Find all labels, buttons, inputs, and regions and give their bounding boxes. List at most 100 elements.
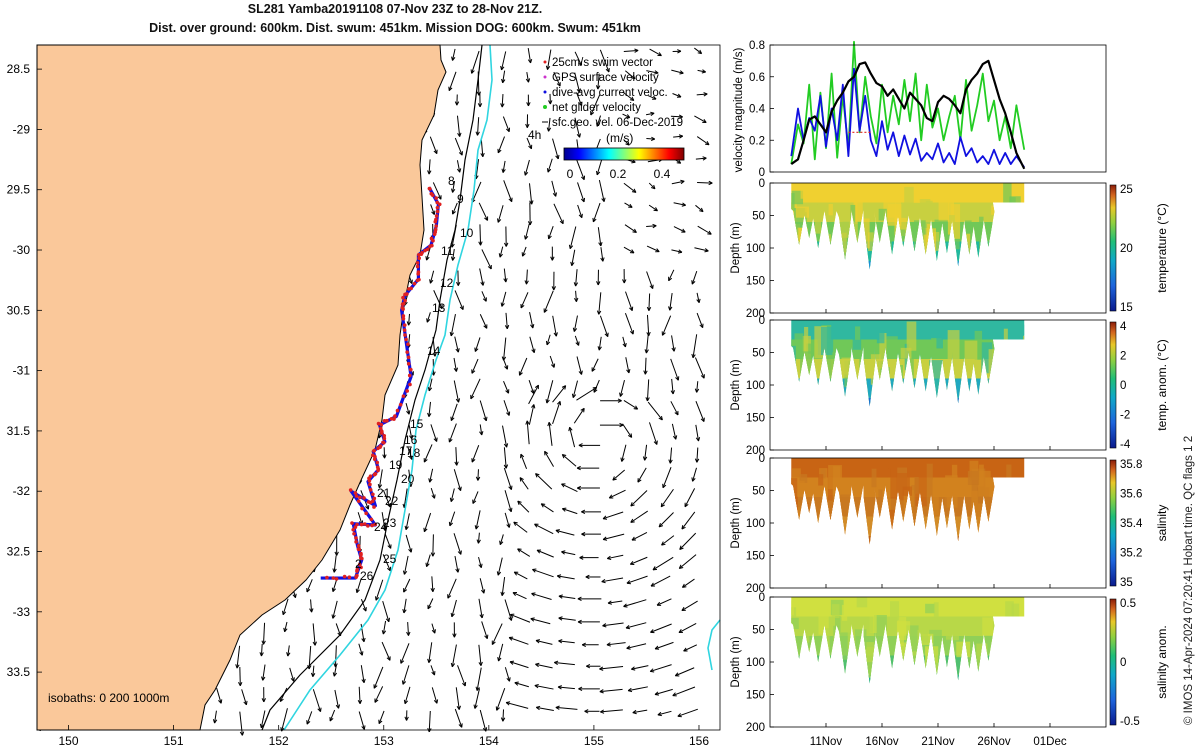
velocity-arrow [504, 667, 511, 682]
swim-vector-point [373, 522, 377, 527]
velocity-arrow [497, 643, 504, 662]
velocity-arrow [535, 705, 554, 712]
velocity-arrow [623, 400, 639, 410]
velocity-arrow [430, 424, 438, 442]
velocity-arrow [599, 688, 623, 694]
velocity-arrow [529, 336, 536, 354]
velocity-arrow [578, 443, 601, 448]
velocity-arrow [453, 357, 459, 372]
velocity-arrow [697, 225, 712, 235]
velocity-arrow [456, 160, 462, 173]
velocity-arrow [519, 477, 529, 490]
velocity-arrow [430, 665, 436, 676]
velocity-arrow [500, 576, 506, 596]
swim-vector-point [401, 316, 406, 321]
day-label: 24 [374, 520, 388, 534]
velocity-arrow [216, 687, 223, 704]
colorbar-tick-label: 0.5 [1120, 598, 1136, 610]
swim-vector-point [351, 527, 356, 532]
velocity-arrow [306, 579, 313, 593]
velocity-arrow [574, 335, 580, 346]
velocity-arrow [408, 423, 414, 440]
velocity-arrow [480, 139, 485, 158]
velocity-arrow [450, 403, 458, 422]
velocity-arrow [599, 315, 609, 338]
velocity-arrow [528, 183, 534, 205]
velocity-arrow [601, 577, 624, 584]
day-label: 20 [401, 472, 415, 486]
velocity-arrow [491, 623, 503, 645]
swim-vector-point [359, 552, 363, 557]
velocity-arrow [430, 487, 436, 499]
velocity-arrow [481, 621, 489, 640]
velocity-arrow [574, 72, 581, 93]
velocity-arrow [312, 623, 317, 646]
colorbar-tick-label: 2 [1120, 351, 1126, 363]
colorbar-tick-label: 4 [1120, 321, 1127, 333]
swim-vector-point [406, 342, 410, 347]
velocity-arrow [497, 136, 505, 154]
velocity-arrow [478, 598, 484, 619]
velocity-arrow [672, 49, 682, 54]
velocity-arrow [501, 70, 506, 84]
velocity-arrow [624, 224, 637, 233]
velocity-arrow [595, 73, 601, 90]
depth-tick-label: 0 [759, 315, 765, 327]
velocity-arrow [382, 490, 391, 508]
swim-vector-point [437, 202, 442, 207]
velocity-arrow [401, 665, 410, 685]
velocity-arrow [622, 113, 631, 119]
legend-item-gps-velocity: GPS surface velocity [543, 72, 659, 84]
velocity-arrow [475, 667, 482, 691]
velocity-arrow [548, 93, 553, 105]
velocity-arrow [646, 136, 656, 142]
velocity-arrow [235, 645, 241, 669]
velocity-arrow [571, 380, 579, 398]
velocity-arrow [530, 617, 551, 625]
velocity-arrow [481, 249, 492, 270]
velocity-arrow [553, 203, 564, 225]
velocity-arrow [547, 421, 553, 446]
velocity-arrow [377, 469, 383, 489]
velocity-arrow [557, 685, 575, 690]
velocity-arrow [650, 623, 672, 634]
velocity-arrow [471, 444, 480, 463]
swim-vector-point [352, 531, 356, 536]
velocity-arrow [627, 686, 648, 693]
velocity-arrow [501, 425, 509, 448]
velocity-arrow [646, 70, 659, 75]
depth-tick-label: 150 [746, 276, 765, 288]
swim-vector-point [382, 436, 387, 441]
swim-vector-point [400, 302, 405, 307]
velocity-arrow [430, 576, 435, 593]
velocity-arrow [405, 534, 413, 553]
depth-tick-label: 150 [746, 413, 765, 425]
velocity-arrow [453, 380, 461, 403]
velocity-arrow [528, 404, 536, 425]
velocity-arrow [694, 47, 703, 55]
velocity-arrow [581, 509, 601, 515]
velocity-arrow [657, 710, 672, 717]
velocity-arrow [479, 578, 486, 594]
velocity-arrow [358, 711, 366, 730]
velocity-arrow [509, 613, 531, 623]
velocity-arrow [531, 592, 552, 600]
depth-ylabel: Depth (m) [730, 222, 742, 273]
velocity-arrow [382, 600, 391, 623]
map-tick-labels: 150 151 152 153 154 155 15628.5-2929.5-3030.5-… [7, 62, 710, 748]
velocity-arrow [471, 358, 479, 374]
velocity-arrow [535, 473, 553, 490]
velocity-arrow [518, 357, 528, 376]
day-label: 8 [448, 174, 455, 188]
day-label: 23 [383, 516, 397, 530]
swim-vector-point [435, 209, 440, 214]
velocity-arrow [599, 666, 624, 671]
velocity-arrow [552, 315, 558, 337]
velocity-arrow [622, 91, 635, 101]
velocity-arrow [378, 710, 385, 725]
velocity-arrow [620, 444, 627, 462]
velocity-arrow [602, 533, 625, 541]
swim-vector-point [376, 446, 380, 451]
swim-vector-point [402, 328, 407, 332]
velocity-arrow [622, 336, 627, 348]
